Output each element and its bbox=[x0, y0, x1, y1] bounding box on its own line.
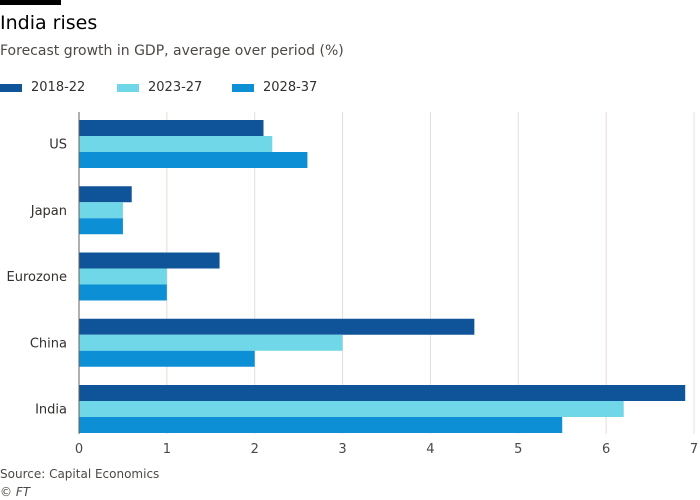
bar-china-2023-27 bbox=[79, 334, 343, 351]
bar-eurozone-2018-22 bbox=[79, 252, 220, 269]
legend-item-2018-22: 2018-22 bbox=[0, 80, 85, 95]
category-label-japan: Japan bbox=[30, 204, 67, 219]
bar-us-2023-27 bbox=[79, 136, 273, 152]
x-tick-label-3: 3 bbox=[338, 442, 346, 457]
bar-china-2018-22 bbox=[79, 318, 475, 335]
legend-label-2028-37: 2028-37 bbox=[263, 80, 318, 95]
chart-subtitle: Forecast growth in GDP, average over per… bbox=[0, 43, 344, 59]
bar-japan-2018-22 bbox=[79, 186, 132, 203]
bar-china-2028-37 bbox=[79, 350, 255, 367]
bar-japan-2028-37 bbox=[79, 218, 123, 235]
x-tick-label-2: 2 bbox=[251, 442, 259, 457]
legend-item-2028-37: 2028-37 bbox=[232, 80, 317, 95]
x-tick-label-7: 7 bbox=[690, 442, 698, 457]
bar-india-2018-22 bbox=[79, 385, 686, 401]
bar-us-2028-37 bbox=[79, 152, 308, 168]
x-tick-label-4: 4 bbox=[426, 442, 434, 457]
bar-us-2018-22 bbox=[79, 120, 264, 136]
legend-item-2023-27: 2023-27 bbox=[117, 80, 202, 95]
legend-label-2023-27: 2023-27 bbox=[148, 80, 203, 95]
x-tick-label-5: 5 bbox=[514, 442, 522, 457]
category-label-india: India bbox=[35, 403, 67, 418]
x-tick-label-1: 1 bbox=[163, 442, 171, 457]
legend-label-2018-22: 2018-22 bbox=[31, 80, 86, 95]
bar-india-2023-27 bbox=[79, 401, 624, 417]
bar-eurozone-2028-37 bbox=[79, 284, 167, 301]
bar-india-2028-37 bbox=[79, 417, 563, 433]
legend-swatch-2018-22 bbox=[0, 83, 22, 92]
x-tick-label-6: 6 bbox=[602, 442, 610, 457]
brand-bar bbox=[0, 0, 61, 5]
legend-swatch-2023-27 bbox=[117, 83, 139, 92]
source-note: Source: Capital Economics bbox=[0, 467, 160, 481]
x-tick-label-0: 0 bbox=[75, 442, 83, 457]
chart-title: India rises bbox=[0, 12, 98, 34]
bar-eurozone-2023-27 bbox=[79, 268, 167, 285]
bar-japan-2023-27 bbox=[79, 202, 123, 219]
copyright-credit: © FT bbox=[0, 485, 31, 499]
category-label-eurozone: Eurozone bbox=[7, 270, 67, 285]
category-label-china: China bbox=[30, 336, 67, 351]
category-label-us: US bbox=[49, 138, 67, 153]
legend-swatch-2028-37 bbox=[232, 83, 254, 92]
